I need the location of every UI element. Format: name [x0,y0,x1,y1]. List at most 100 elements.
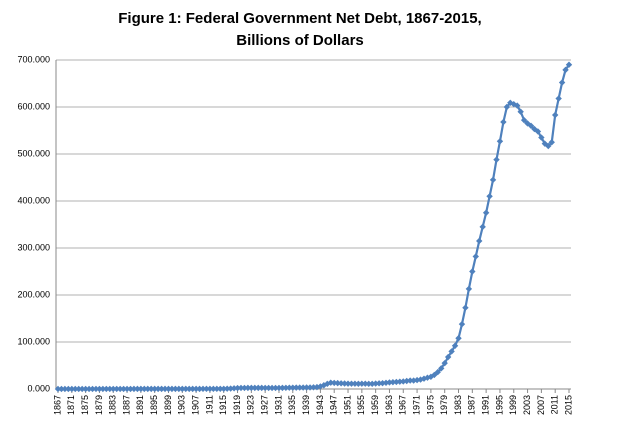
data-point [75,385,82,393]
x-tick-label: 1975 [425,395,435,415]
data-point [458,320,466,328]
data-point [365,380,372,388]
x-tick-label: 1915 [218,395,228,415]
x-tick-label: 1971 [411,395,421,415]
data-point [434,368,441,376]
x-tick-label: 1987 [467,395,477,415]
data-point [175,385,183,393]
data-point [230,385,238,392]
data-point [168,385,176,393]
data-point [372,380,379,387]
data-point [375,380,383,387]
data-point [541,140,549,147]
y-tick-label: 200.000 [17,289,50,299]
data-point [562,66,569,74]
data-point [331,379,338,387]
data-point [134,385,141,393]
data-point [406,377,414,384]
data-point [241,384,248,392]
data-point [161,385,169,393]
data-point [520,116,528,124]
y-tick-label: 0.000 [27,383,50,393]
data-point [248,384,255,392]
x-tick-label: 1979 [439,395,449,415]
x-tick-label: 1995 [494,395,504,415]
data-point [444,353,452,361]
x-tick-label: 1911 [204,395,214,414]
data-point [555,95,562,102]
x-tick-label: 1947 [329,395,339,415]
data-point [220,385,227,392]
data-point [448,348,455,355]
x-tick-label: 1879 [94,395,104,415]
data-point [154,385,162,393]
data-point [279,384,286,392]
data-point [534,128,542,135]
data-point [237,384,245,392]
data-point [538,134,545,141]
data-point [282,384,290,391]
x-tick-label: 1923 [246,395,256,415]
x-tick-label: 2003 [522,395,532,415]
data-point [565,61,573,68]
data-point [130,385,138,393]
data-point [289,384,296,391]
data-point [78,385,86,393]
data-point [223,385,231,392]
data-point [89,385,96,393]
x-tick-label: 1983 [453,395,463,415]
data-point [186,385,193,393]
data-point [120,385,127,393]
data-point [503,103,511,111]
data-point [227,385,234,392]
data-point [545,142,552,150]
data-point [85,385,93,393]
data-point [351,380,359,387]
data-point [65,385,72,393]
data-point [234,384,241,392]
data-point [455,335,462,342]
x-tick-label: 1927 [260,395,270,415]
data-point [306,384,314,391]
data-point [510,100,517,108]
x-tick-label: 1951 [342,395,352,415]
data-point [482,209,490,216]
data-point [344,380,352,387]
x-tick-label: 1883 [108,395,118,415]
y-tick-label: 400.000 [17,195,50,205]
data-point [265,384,272,392]
x-tick-label: 1887 [121,395,131,415]
x-tick-label: 1867 [52,395,62,415]
data-point [210,385,217,393]
x-tick-label: 1907 [190,395,200,415]
data-point [341,380,348,387]
data-point [206,385,214,393]
data-point [261,384,269,392]
data-point [58,385,65,393]
data-point [251,384,259,392]
data-point [106,385,113,393]
data-point [72,385,79,393]
x-tick-label: 1931 [273,395,283,415]
data-point [362,380,369,387]
data-point [337,380,345,387]
data-point [293,384,300,391]
x-tick-label: 1959 [370,395,380,415]
data-point [527,122,535,129]
data-point [92,385,100,393]
x-tick-label: 1903 [177,395,187,415]
x-tick-label: 1899 [163,395,173,415]
data-point [113,385,120,393]
data-point [61,385,69,393]
data-point [217,385,224,393]
data-point [189,385,196,393]
data-point [462,304,469,311]
data-point [465,285,473,293]
y-tick-label: 500.000 [17,148,50,158]
data-point [172,385,179,393]
data-point [158,385,165,393]
data-point [255,384,262,392]
x-tick-label: 1919 [232,395,242,415]
